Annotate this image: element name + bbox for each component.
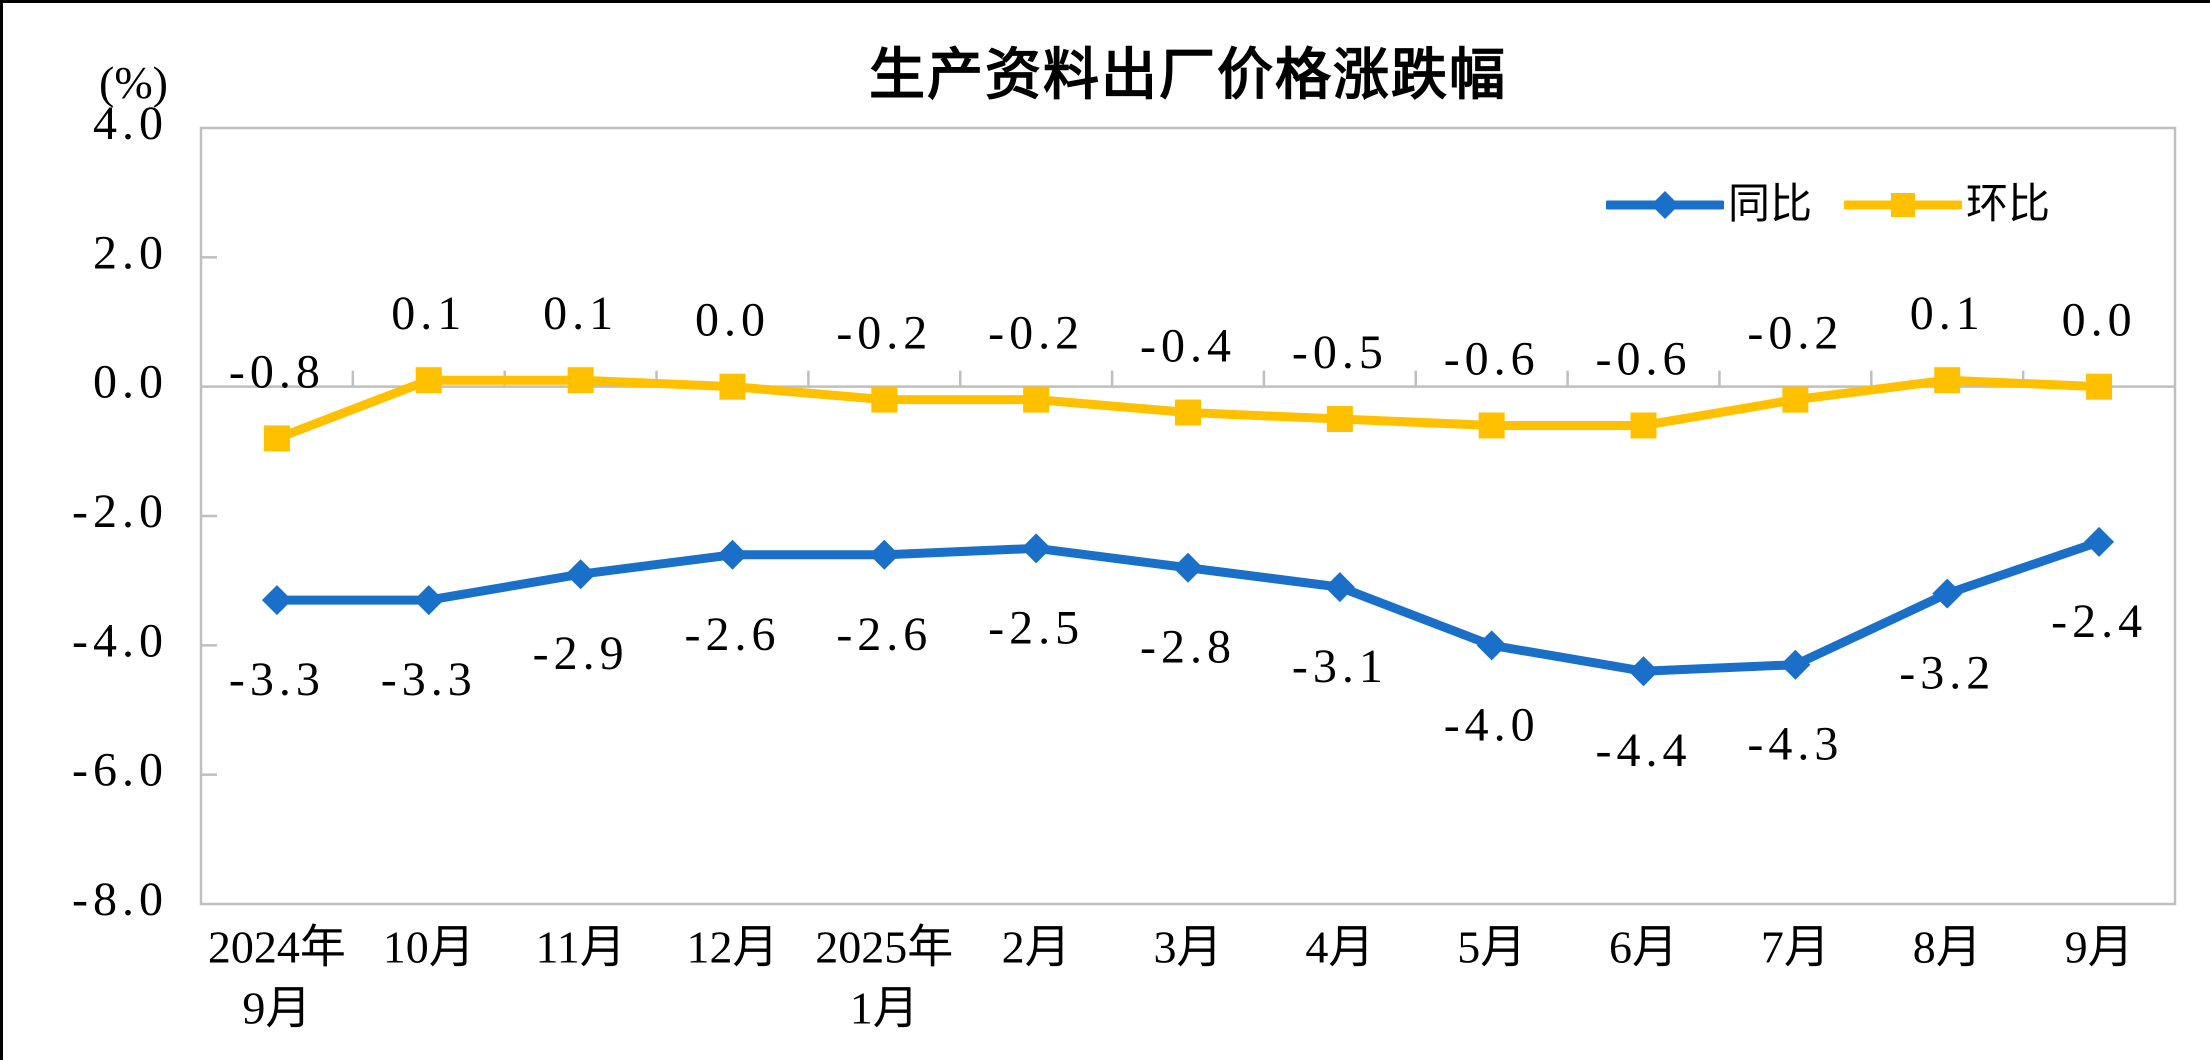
y-tick-label: 4.0 [93,97,168,150]
screenshot-edge-left [0,0,3,1060]
legend-item-yoy[interactable]: 同比 [1606,178,1812,232]
data-label: -0.6 [1596,332,1692,385]
data-label: -0.4 [1140,320,1236,373]
x-category-label: 9月 [2065,922,2134,973]
data-point-marker-diamond[interactable] [1324,572,1355,603]
data-label: -2.6 [836,608,932,661]
data-label: 0.0 [695,294,770,347]
data-point-marker-diamond[interactable] [717,539,748,570]
x-category-label: 12月 [686,922,778,973]
x-category-label: 2月 [1002,922,1071,973]
data-point-marker-diamond[interactable] [2084,526,2115,557]
mom-line-swatch [1844,193,1963,217]
x-category-label: 3月 [1154,922,1223,973]
data-point-marker-diamond[interactable] [1780,649,1811,680]
data-label: -3.3 [381,653,477,706]
y-tick-label: -8.0 [72,873,168,926]
data-point-marker-square[interactable] [871,386,898,413]
data-label: -4.3 [1747,718,1843,771]
screenshot-edge-top [0,0,2210,3]
data-label: 0.0 [2062,294,2137,347]
diamond-marker-icon [1651,191,1679,219]
data-label: -3.1 [1292,640,1388,693]
data-label: -4.0 [1444,698,1540,751]
data-point-marker-diamond[interactable] [261,585,292,616]
data-label: -2.5 [988,601,1084,654]
data-label: -3.3 [229,653,325,706]
data-label: 0.1 [1910,287,1985,340]
data-point-marker-diamond[interactable] [1628,656,1659,687]
data-point-marker-square[interactable] [1478,412,1505,439]
data-label: -4.4 [1596,724,1692,777]
data-label: -0.2 [988,307,1084,360]
x-category-label: 2025年 [815,922,953,973]
x-category-label: 10月 [383,922,475,973]
x-category-label: 2024年 [208,922,346,973]
y-tick-label: 0.0 [93,356,168,409]
data-point-marker-diamond[interactable] [869,539,900,570]
data-label: -2.6 [684,608,780,661]
data-point-marker-diamond[interactable] [565,559,596,590]
legend: 同比 环比 [1606,178,2050,232]
data-point-marker-square[interactable] [2086,373,2113,400]
legend-item-mom[interactable]: 环比 [1844,178,2050,232]
data-point-marker-square[interactable] [719,373,746,400]
data-point-marker-diamond[interactable] [413,585,444,616]
x-category-label: 11月 [535,922,625,973]
data-point-marker-square[interactable] [1175,399,1201,426]
legend-label-yoy: 同比 [1728,182,1813,228]
data-point-marker-diamond[interactable] [1932,578,1963,609]
data-point-marker-square[interactable] [1023,386,1050,413]
data-label: -0.2 [1747,307,1843,360]
y-axis-unit-label: (%) [99,57,168,108]
data-label: -0.6 [1444,332,1540,385]
x-category-label: 9月 [242,983,311,1034]
x-category-label: 4月 [1305,922,1374,973]
data-label: -2.4 [2051,595,2147,648]
data-label: -3.2 [1899,647,1995,700]
legend-label-mom: 环比 [1966,182,2051,228]
x-category-label: 1月 [850,983,919,1034]
data-label: -2.8 [1140,621,1236,674]
data-label: -0.2 [836,307,932,360]
data-label: -0.8 [229,345,325,398]
y-tick-label: 2.0 [93,226,168,279]
y-tick-label: -2.0 [72,485,168,538]
data-point-marker-square[interactable] [263,425,290,452]
yoy-line-swatch [1606,191,1724,219]
data-point-marker-diamond[interactable] [1021,533,1052,564]
data-point-marker-square[interactable] [1782,386,1809,413]
data-label: -2.9 [533,627,629,680]
y-tick-label: -6.0 [72,744,168,797]
data-point-marker-diamond[interactable] [1173,552,1203,583]
y-tick-label: -4.0 [72,614,168,667]
data-label: -0.5 [1292,326,1388,379]
data-label: 0.1 [391,287,466,340]
data-point-marker-square[interactable] [415,367,442,394]
data-point-marker-square[interactable] [567,367,594,394]
data-point-marker-square[interactable] [1934,367,1961,394]
x-category-label: 8月 [1913,922,1982,973]
x-category-label: 7月 [1761,922,1830,973]
x-category-label: 5月 [1457,922,1526,973]
plot-border [199,126,2177,906]
square-marker-icon [1891,193,1916,217]
data-point-marker-square[interactable] [1630,412,1657,439]
data-point-marker-square[interactable] [1326,406,1353,432]
data-label: 0.1 [543,287,618,340]
data-point-marker-diamond[interactable] [1476,630,1507,661]
x-category-label: 6月 [1609,922,1678,973]
chart-title: 生产资料出厂价格涨跌幅 [869,45,1507,107]
